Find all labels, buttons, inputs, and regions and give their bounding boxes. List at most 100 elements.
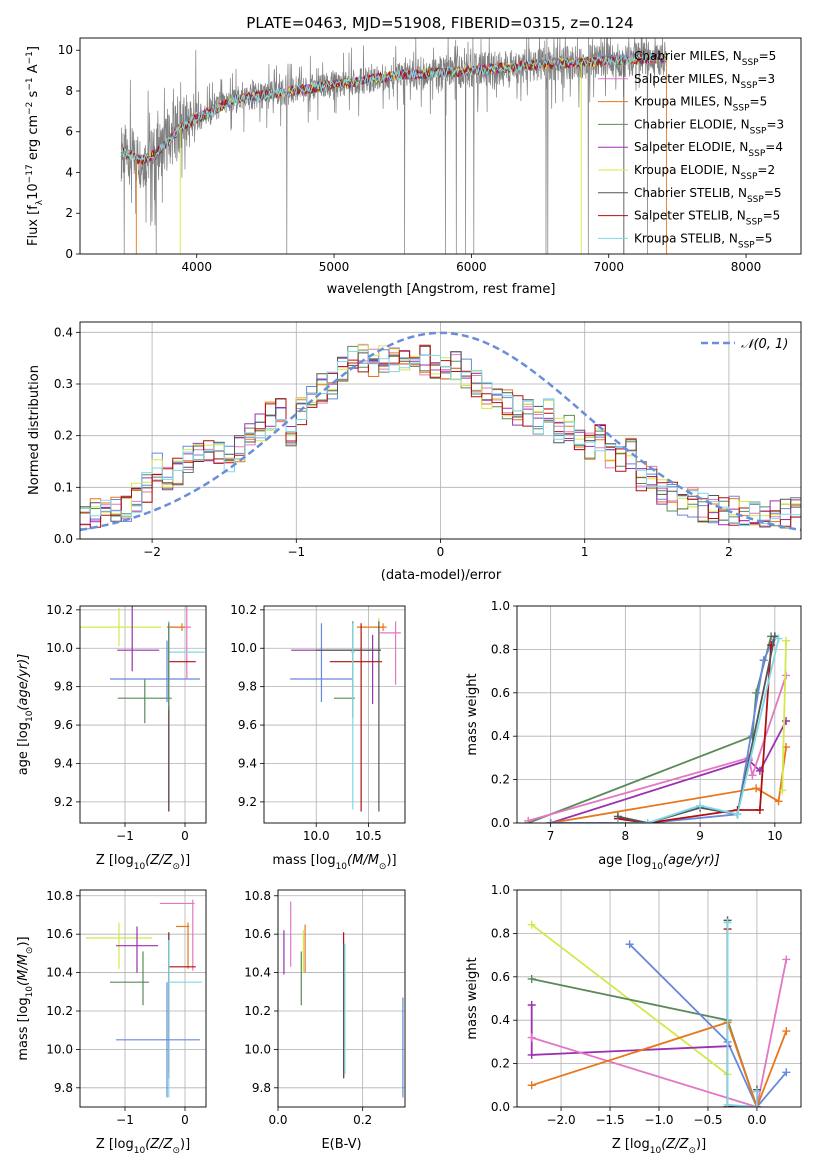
label-part: (Z/Z bbox=[145, 853, 173, 868]
x-tick-label: −1 bbox=[116, 1113, 134, 1127]
label-part: Kroupa ELODIE, N bbox=[634, 163, 741, 177]
label-part: SSP bbox=[748, 149, 765, 159]
y-tick-label: 9.6 bbox=[238, 718, 257, 732]
label-part: Salpeter MILES, N bbox=[634, 72, 741, 86]
axes-frame bbox=[79, 889, 207, 1108]
plot-area bbox=[524, 632, 791, 823]
weight-marker bbox=[546, 819, 555, 823]
y-tick-label: 0 bbox=[65, 247, 73, 261]
label-part: 10 bbox=[336, 862, 348, 872]
x-axis-label: age [log10(age/yr)] bbox=[598, 853, 720, 872]
x-tick-label: 10.5 bbox=[355, 829, 382, 843]
label-part: (M/M bbox=[16, 954, 31, 986]
label-part: Z [log bbox=[96, 853, 134, 868]
y-tick-label: 0.2 bbox=[491, 1057, 510, 1071]
y-tick-label: 0.4 bbox=[491, 729, 510, 743]
label-part: λ bbox=[35, 199, 45, 205]
label-part: ] bbox=[26, 46, 41, 51]
weight-marker bbox=[723, 918, 732, 927]
y-axis-label: mass weight bbox=[465, 957, 480, 1039]
label-part: age [log bbox=[16, 722, 31, 775]
x-tick-label: 6000 bbox=[456, 260, 487, 274]
x-tick-label: 10.0 bbox=[303, 829, 330, 843]
x-axis-label: (data-model)/error bbox=[381, 568, 502, 583]
label-part: =5 bbox=[759, 49, 777, 63]
x-tick-label: 7000 bbox=[593, 260, 624, 274]
weight-marker bbox=[625, 940, 634, 949]
x-tick-label: 4000 bbox=[181, 260, 212, 274]
label-part: =3 bbox=[766, 117, 784, 131]
histogram-step bbox=[80, 350, 801, 526]
label-part: age [log bbox=[598, 853, 651, 868]
y-tick-label: 10.0 bbox=[230, 641, 257, 655]
weight-marker bbox=[696, 801, 705, 810]
y-tick-label: 0.4 bbox=[54, 325, 73, 339]
age-vs-mass-panel: 10.0 10.5 9.2 9.4 9.6 9.8 10.0 10.2 mass [log10(… bbox=[230, 603, 406, 872]
label-part: 10 bbox=[650, 1146, 662, 1156]
legend-label: Salpeter ELODIE, NSSP=4 bbox=[634, 140, 783, 159]
residuals-panel: −2 −1 0 1 2 0.0 0.1 0.2 0.3 0.4 𝒩(0, 1) (data-model… bbox=[27, 321, 802, 583]
y-tick-label: 10.2 bbox=[244, 1004, 271, 1018]
legend-label: Salpeter MILES, NSSP=3 bbox=[634, 72, 775, 91]
y-tick-label: 10.6 bbox=[244, 927, 271, 941]
x-tick-label: −1 bbox=[287, 545, 305, 559]
label-part: Salpeter STELIB, N bbox=[634, 209, 746, 223]
label-part: (age/yr)] bbox=[663, 853, 720, 868]
weight-marker bbox=[748, 771, 757, 780]
label-part: Chabrier MILES, N bbox=[634, 49, 742, 63]
x-tick-label: 0.2 bbox=[353, 1113, 372, 1127]
figure-title: PLATE=0463, MJD=51908, FIBERID=0315, z=0… bbox=[246, 14, 633, 32]
legend-label: Salpeter STELIB, NSSP=5 bbox=[634, 209, 780, 228]
label-part: 10 bbox=[26, 183, 41, 200]
label-part: 10 bbox=[25, 710, 35, 722]
label-part: A bbox=[26, 64, 41, 77]
label-part: −17 bbox=[25, 164, 35, 183]
y-tick-label: 10.8 bbox=[244, 889, 271, 903]
y-tick-label: 6 bbox=[65, 125, 73, 139]
label-part: SSP bbox=[738, 240, 755, 250]
label-part: Flux [f bbox=[26, 205, 41, 246]
weight-marker bbox=[643, 819, 652, 823]
label-part: )] bbox=[16, 936, 31, 946]
label-part: −2 bbox=[25, 102, 35, 115]
x-axis-label: wavelength [Angstrom, rest frame] bbox=[327, 282, 556, 297]
x-tick-label: 9 bbox=[696, 829, 704, 843]
label-part: (M/M bbox=[347, 853, 379, 868]
x-tick-label: −1.5 bbox=[595, 1113, 624, 1127]
x-axis-label: mass [log10(M/M⊙)] bbox=[272, 853, 396, 872]
normal-curve bbox=[80, 331, 801, 532]
weight-marker bbox=[778, 786, 787, 795]
x-tick-label: −0.5 bbox=[693, 1113, 722, 1127]
weight-marker bbox=[527, 1050, 536, 1059]
plot-area bbox=[80, 331, 801, 532]
label-part: SSP bbox=[746, 218, 763, 228]
label-part: =5 bbox=[764, 186, 782, 200]
y-tick-label: 10.8 bbox=[46, 889, 73, 903]
label-part: SSP bbox=[741, 81, 758, 91]
x-tick-label: 5000 bbox=[319, 260, 350, 274]
weight-line bbox=[527, 675, 787, 822]
y-tick-label: 0.2 bbox=[491, 773, 510, 787]
label-part: )] bbox=[386, 853, 396, 868]
axes-frame bbox=[516, 605, 802, 824]
y-axis-label: mass [log10(M/M⊙)] bbox=[16, 936, 35, 1060]
plot-area bbox=[290, 617, 401, 812]
label-part: Z [log bbox=[612, 1137, 650, 1152]
label-part: =5 bbox=[763, 209, 781, 223]
legend-label: Chabrier STELIB, NSSP=5 bbox=[634, 186, 782, 205]
axes-frame bbox=[516, 889, 802, 1108]
x-tick-label: 7 bbox=[547, 829, 555, 843]
legend-label: Kroupa STELIB, NSSP=5 bbox=[634, 231, 772, 250]
y-tick-label: 0.8 bbox=[491, 642, 510, 656]
y-tick-label: 10.0 bbox=[244, 1042, 271, 1056]
y-tick-label: 9.2 bbox=[54, 795, 73, 809]
label-part: SSP bbox=[733, 104, 750, 114]
label-part: =5 bbox=[755, 231, 773, 245]
x-tick-label: 8000 bbox=[731, 260, 762, 274]
label-part: 10 bbox=[651, 862, 663, 872]
weight-marker bbox=[733, 810, 742, 819]
plot-area bbox=[120, 38, 667, 254]
weight-marker bbox=[752, 784, 761, 793]
weight-line bbox=[617, 645, 772, 823]
y-tick-label: 0.0 bbox=[491, 1100, 510, 1114]
